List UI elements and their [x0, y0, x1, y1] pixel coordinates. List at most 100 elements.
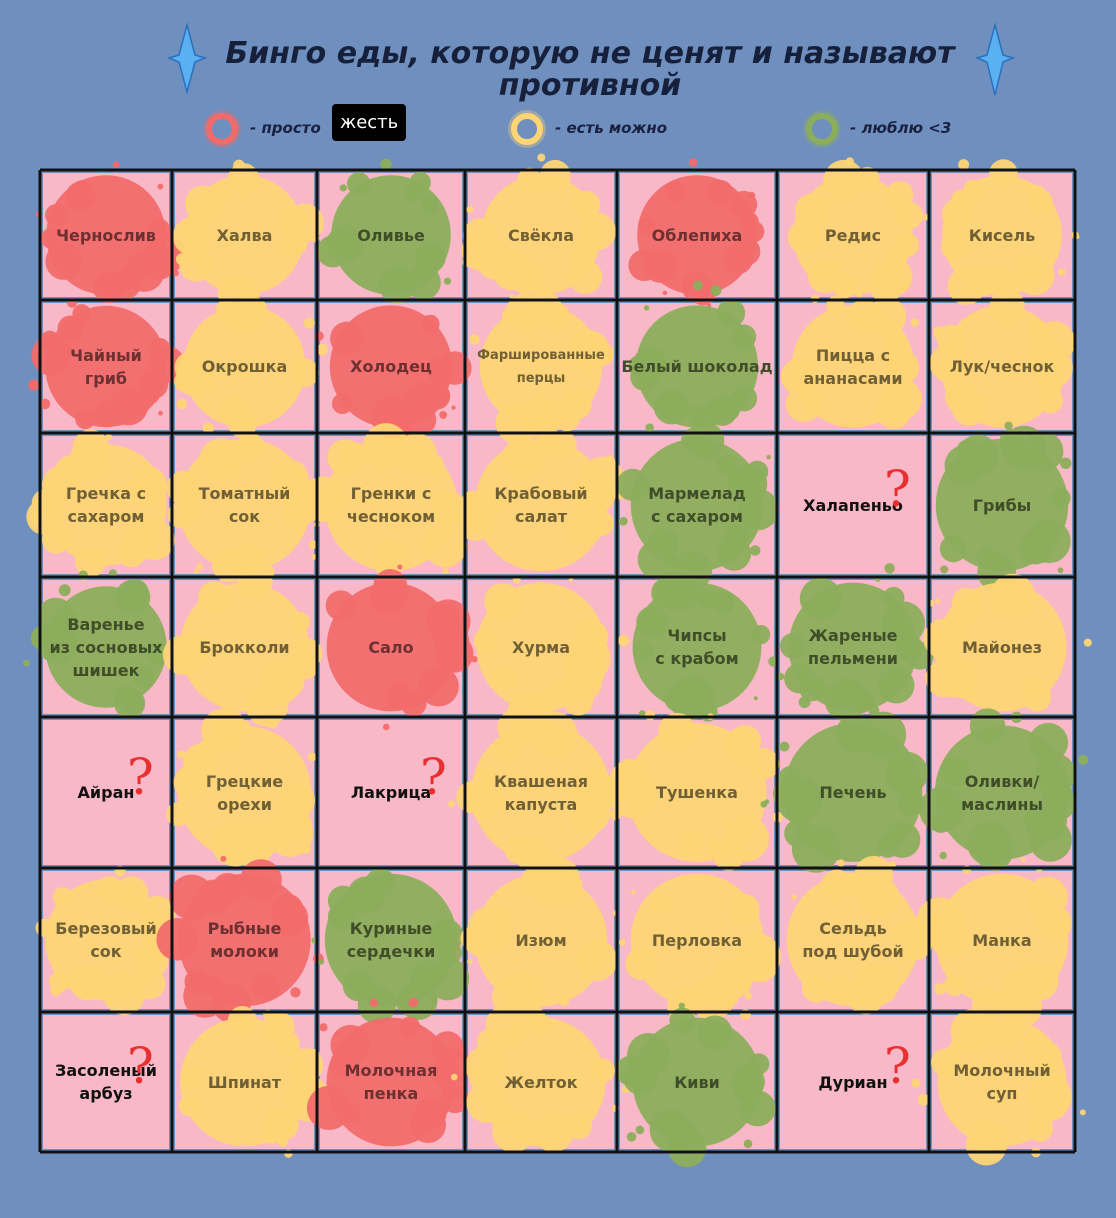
splat-blob — [476, 487, 506, 517]
splat-blob — [72, 304, 91, 323]
splat-blob — [539, 159, 571, 191]
splat-blob — [895, 634, 924, 662]
splat-drop — [39, 398, 51, 410]
splat-blob — [174, 351, 207, 384]
splat-blob — [521, 865, 554, 898]
splat-blob — [638, 217, 657, 236]
splat-blob — [114, 687, 146, 719]
splat-blob — [122, 391, 149, 418]
splat-drop — [58, 584, 71, 597]
splat-drop — [439, 411, 448, 419]
splat-blob — [429, 918, 464, 953]
splat-blob — [148, 337, 171, 360]
legend-badge: жесть — [332, 104, 407, 141]
splat-drop — [739, 851, 750, 862]
splat-blob — [576, 939, 618, 981]
splat-blob — [146, 642, 169, 665]
splat-blob — [636, 606, 669, 639]
splat-blob — [877, 836, 899, 858]
cell-label: Мармелад с сахаром — [648, 484, 746, 526]
splat-blob — [799, 577, 842, 620]
splat-drop — [798, 696, 811, 709]
cell-label: Засоленый арбуз — [55, 1061, 157, 1103]
splat — [316, 158, 472, 304]
splat-blob — [658, 712, 696, 751]
splat-blob — [261, 1123, 283, 1144]
splat-drop — [963, 290, 969, 297]
splat-blob — [989, 159, 1018, 188]
splat-blob — [989, 288, 1025, 324]
splat-blob — [1035, 1087, 1068, 1121]
cell-label: Редис — [824, 225, 882, 245]
splat-blob — [733, 1076, 763, 1106]
splat — [760, 704, 929, 873]
splat-blob — [940, 231, 971, 261]
splat-blob — [569, 792, 611, 834]
splat-blob — [466, 1082, 507, 1123]
splat-drop — [267, 718, 278, 729]
splat-blob — [531, 711, 578, 759]
splat-blob — [103, 972, 146, 1016]
splat-drop — [318, 959, 324, 965]
splat-blob — [421, 195, 440, 215]
splat-drop — [777, 672, 785, 681]
splat-blob — [485, 1005, 526, 1046]
splat-blob — [505, 293, 545, 332]
cell-label: Лук/чеснок — [949, 357, 1055, 376]
splat-blob — [502, 436, 547, 480]
splat-drop — [472, 253, 485, 266]
splat-blob — [346, 172, 371, 196]
splat — [940, 159, 1080, 305]
splat-drop — [138, 995, 145, 1002]
splat-blob — [410, 1107, 447, 1144]
splat-drop — [1004, 421, 1013, 430]
splat-blob — [181, 1068, 202, 1089]
splat-blob — [849, 688, 874, 714]
splat-blob — [45, 243, 82, 280]
splat-blob — [559, 676, 584, 701]
splat — [178, 1005, 331, 1158]
cell-label: Молочная пенка — [344, 1061, 438, 1103]
splat-blob — [330, 1054, 355, 1079]
splat-blob — [45, 204, 68, 227]
cell-label: Чипсы с крабом — [655, 626, 739, 668]
splat-blob — [1050, 487, 1071, 509]
splat-blob — [785, 385, 822, 423]
splat-blob — [706, 397, 730, 420]
splat — [777, 563, 934, 722]
cell-label: Окрошка — [201, 357, 288, 376]
splat-blob — [941, 198, 974, 231]
splat-blob — [183, 743, 219, 779]
splat-blob — [882, 331, 907, 356]
splat-drop — [220, 855, 227, 862]
splat-drop — [316, 343, 328, 356]
decorations — [166, 22, 1016, 96]
splat-blob — [237, 432, 264, 459]
splat-blob — [114, 876, 149, 911]
splat — [628, 280, 759, 433]
splat-blob — [1035, 904, 1072, 941]
splat-blob — [399, 1016, 421, 1038]
cell-label: Изюм — [515, 930, 567, 950]
splat-blob — [146, 218, 171, 242]
splat-drop — [645, 423, 654, 433]
splat-blob — [616, 468, 649, 501]
splat — [935, 421, 1072, 592]
splat-blob — [628, 249, 660, 282]
question-mark: ? — [420, 747, 447, 806]
splat-blob — [943, 974, 966, 997]
cell-label: Сельдь под шубой — [802, 919, 904, 961]
question-mark: ? — [884, 460, 911, 518]
splat-blob — [568, 259, 603, 294]
cell-label: Крабовый салат — [494, 484, 588, 526]
legend-label: - люблю <3 — [850, 119, 952, 137]
splat-drop — [749, 545, 761, 556]
splat-blob — [156, 918, 199, 961]
splat-drop — [1078, 754, 1089, 765]
splat-drop — [471, 655, 478, 663]
cell-label: Жареные пельмени — [808, 626, 898, 668]
splat-blob — [533, 1112, 574, 1153]
splat-drop — [193, 568, 200, 574]
splat — [35, 161, 186, 303]
splat-drop — [559, 996, 570, 1007]
